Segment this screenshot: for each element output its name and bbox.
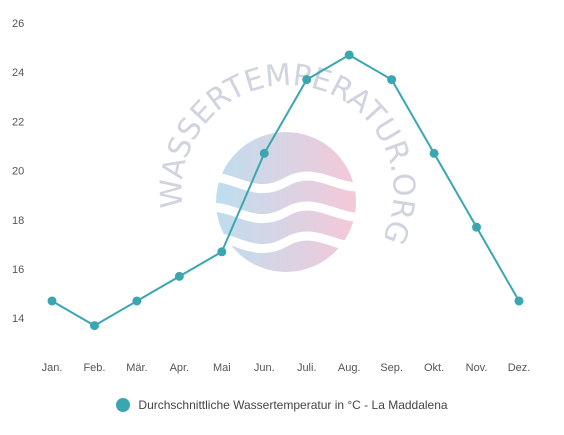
data-point xyxy=(429,148,439,158)
x-tick-label: Okt. xyxy=(424,362,444,374)
plot-area xyxy=(47,50,524,331)
x-tick-label: Jan. xyxy=(42,362,63,374)
data-point xyxy=(132,296,142,306)
y-tick-label: 14 xyxy=(12,313,24,325)
data-point xyxy=(89,321,99,331)
data-point xyxy=(259,148,269,158)
x-tick-label: Nov. xyxy=(466,362,488,374)
legend-swatch xyxy=(116,398,131,412)
y-axis: 14 16 18 20 22 24 26 xyxy=(12,18,24,325)
y-tick-label: 24 xyxy=(12,67,24,79)
data-point xyxy=(302,75,312,85)
y-tick-label: 16 xyxy=(12,264,24,276)
x-tick-label: Sep. xyxy=(380,362,403,374)
x-tick-label: Mai xyxy=(213,362,231,374)
y-tick-label: 18 xyxy=(12,215,24,227)
x-tick-label: Aug. xyxy=(338,362,361,374)
x-axis: Jan. Feb. Mär. Apr. Mai Jun. Juli. Aug. Sep. Okt.… xyxy=(42,362,531,374)
y-tick-label: 22 xyxy=(12,116,24,128)
legend-label: Durchschnittliche Wassertemperatur in °C… xyxy=(138,398,448,412)
x-tick-label: Apr. xyxy=(170,362,190,374)
data-point xyxy=(217,247,227,257)
data-point xyxy=(514,296,524,306)
x-tick-label: Jun. xyxy=(254,362,275,374)
y-tick-label: 26 xyxy=(12,18,24,30)
x-tick-label: Dez. xyxy=(508,362,531,374)
data-point xyxy=(387,75,397,85)
watermark-logo: WASSERTEMPERATUR.ORG xyxy=(154,58,421,272)
data-point xyxy=(174,271,184,281)
x-tick-label: Juli. xyxy=(297,362,317,374)
legend[interactable]: Durchschnittliche Wassertemperatur in °C… xyxy=(0,398,564,412)
x-tick-label: Mär. xyxy=(126,362,147,374)
data-point xyxy=(344,50,354,60)
data-point xyxy=(472,222,482,232)
data-point xyxy=(47,296,57,306)
series-line xyxy=(51,53,520,327)
y-tick-label: 20 xyxy=(12,166,24,178)
x-tick-label: Feb. xyxy=(83,362,105,374)
